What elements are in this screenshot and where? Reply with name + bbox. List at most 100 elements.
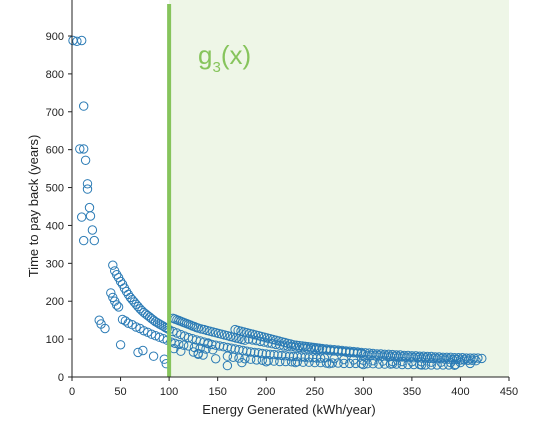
data-point (279, 341, 289, 351)
data-point (228, 352, 238, 362)
data-point (75, 144, 85, 154)
data-point (358, 355, 368, 365)
data-point (426, 360, 436, 370)
data-point (222, 360, 233, 371)
data-point (455, 357, 466, 368)
data-point (368, 359, 378, 369)
y-tick-label: 500 (46, 183, 64, 195)
data-point (222, 351, 233, 361)
data-point (383, 349, 394, 359)
data-point (358, 350, 368, 360)
data-point (387, 349, 398, 360)
data-point (310, 344, 320, 354)
y-axis-label: Time to pay back (years) (26, 135, 41, 278)
data-point (302, 343, 312, 353)
data-point (473, 353, 483, 363)
data-point (310, 357, 320, 368)
x-tick-label: 450 (500, 386, 518, 398)
data-point (115, 340, 126, 350)
data-point (327, 358, 337, 368)
data-point (321, 358, 332, 368)
shaded-region (169, 0, 509, 377)
data-point (397, 356, 407, 367)
x-tick-label: 350 (403, 386, 421, 398)
data-point (80, 155, 91, 166)
data-point (405, 352, 415, 362)
data-point (148, 351, 159, 361)
data-point (257, 355, 267, 365)
y-tick-label: 900 (46, 31, 64, 43)
data-point (77, 212, 87, 222)
data-point (84, 202, 95, 213)
data-point (325, 344, 335, 354)
x-axis-label: Energy Generated (kWh/year) (202, 402, 375, 417)
y-tick-label: 300 (46, 258, 64, 270)
y-tick-label: 700 (46, 107, 64, 119)
data-point (113, 302, 124, 312)
data-point (317, 343, 328, 354)
data-point (292, 351, 302, 362)
data-point (333, 345, 343, 355)
data-point (304, 353, 314, 363)
data-point (253, 348, 264, 358)
data-point (72, 36, 82, 46)
data-point (133, 347, 143, 358)
y-tick-label: 600 (46, 145, 64, 157)
data-point (352, 347, 363, 357)
data-point (368, 348, 378, 359)
data-point (280, 351, 291, 361)
data-point (257, 348, 267, 359)
data-point (106, 288, 116, 298)
data-point (395, 350, 405, 360)
function-label-subscript: 3 (212, 59, 220, 76)
data-point (339, 358, 349, 369)
data-point (131, 322, 141, 332)
data-point (314, 344, 324, 354)
data-point (176, 346, 186, 356)
data-point (397, 359, 407, 370)
x-tick-label: 400 (451, 386, 469, 398)
data-point (457, 353, 468, 363)
x-tick-label: 200 (257, 386, 275, 398)
data-point (453, 353, 464, 363)
data-point (446, 357, 456, 368)
data-point (79, 144, 89, 154)
y-tick-label: 0 (58, 372, 64, 384)
data-point (341, 346, 351, 356)
data-point (436, 357, 446, 367)
y-tick-label: 800 (46, 69, 64, 81)
data-point (201, 344, 211, 354)
data-point (329, 345, 339, 355)
data-point (380, 349, 390, 359)
data-point (339, 354, 349, 365)
data-point (203, 339, 213, 349)
y-tick-label: 400 (46, 220, 64, 232)
data-point (418, 351, 429, 361)
data-point (465, 353, 475, 363)
x-tick-label: 150 (208, 386, 226, 398)
data-point (286, 342, 297, 352)
data-point (315, 353, 326, 363)
x-tick-label: 100 (160, 386, 178, 398)
data-point (275, 356, 285, 367)
data-point (226, 343, 237, 353)
data-point (123, 318, 134, 328)
data-point (82, 184, 93, 194)
data-point (234, 353, 244, 363)
data-point (290, 342, 301, 352)
y-tick-label: 100 (46, 334, 64, 346)
data-point (477, 353, 487, 364)
data-point (89, 235, 100, 246)
data-point (87, 225, 98, 235)
data-point (85, 211, 96, 221)
data-point (298, 357, 308, 367)
data-point (368, 356, 378, 366)
data-point (179, 340, 189, 350)
data-point (378, 356, 388, 366)
data-point (282, 341, 293, 351)
function-label-arg: (x) (221, 40, 251, 70)
data-point (280, 356, 291, 367)
data-point (261, 357, 271, 367)
data-point (275, 340, 285, 350)
